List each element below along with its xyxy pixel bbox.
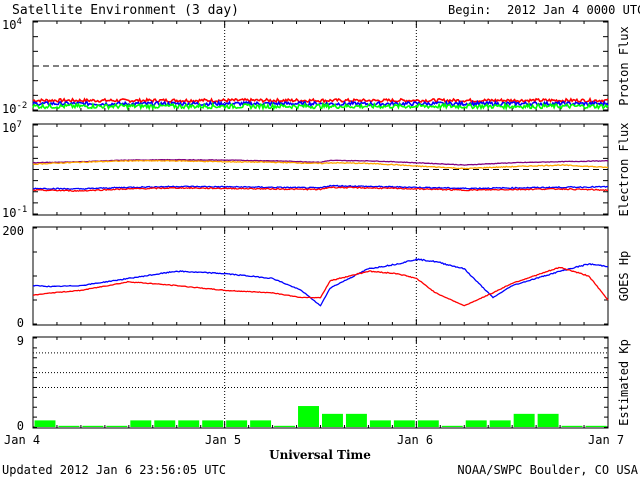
kp-bar	[250, 420, 272, 427]
y-tick-label: 9	[17, 334, 24, 348]
series-line	[32, 158, 609, 166]
kp-bar	[537, 413, 559, 427]
kp-bar	[154, 420, 176, 427]
x-tick-jan-4: Jan 4	[4, 433, 40, 447]
kp-bar	[489, 420, 511, 427]
kp-bar	[369, 420, 391, 427]
kp-bar	[441, 425, 463, 427]
figure-title: Satellite Environment (3 day)	[12, 3, 239, 18]
kp-bar	[585, 425, 607, 427]
kp-bar	[465, 420, 487, 427]
kp-bar	[345, 413, 367, 427]
kp-bar	[274, 425, 296, 427]
kp-bar	[226, 420, 248, 427]
begin-value: 2012 Jan 4 0000 UTC	[507, 3, 640, 17]
y-tick-label: 0	[17, 316, 24, 330]
series-line	[32, 99, 609, 108]
y-tick-label: 10-2	[2, 101, 27, 116]
y-axis-label: GOES Hp	[617, 251, 631, 302]
series-line	[32, 266, 609, 307]
goes-hp-panel: 200 0 GOES Hp	[2, 224, 631, 330]
updated-timestamp: Updated 2012 Jan 6 23:56:05 UTC	[2, 463, 226, 477]
source-credit: NOAA/SWPC Boulder, CO USA	[457, 463, 638, 477]
series-line	[32, 186, 608, 192]
kp-bar	[58, 425, 80, 427]
kp-bar	[322, 413, 343, 427]
kp-bar	[417, 420, 439, 427]
y-axis-label: Proton Flux	[617, 26, 631, 105]
kp-bar	[82, 425, 104, 427]
x-tick-jan-7: Jan 7	[588, 433, 624, 447]
x-axis-label: Universal Time	[269, 448, 371, 462]
panel-frame	[32, 20, 609, 112]
proton-flux-panel: 104 10-2 Proton Flux	[2, 17, 631, 116]
y-tick-label: 107	[2, 120, 22, 135]
kp-bar	[106, 425, 128, 427]
series-line	[32, 184, 609, 191]
series-line	[32, 257, 609, 307]
panel-frame	[32, 123, 609, 216]
series-line	[32, 101, 609, 111]
kp-bar	[393, 420, 415, 427]
x-tick-jan-6: Jan 6	[397, 433, 433, 447]
series-line	[32, 96, 609, 104]
electron-flux-panel: 107 10-1 Electron Flux	[2, 120, 631, 220]
kp-bar	[34, 420, 56, 427]
kp-bar	[561, 425, 583, 427]
y-tick-label: 104	[2, 17, 22, 32]
series-line	[32, 159, 609, 170]
panel-frame	[32, 226, 609, 326]
x-tick-jan-5: Jan 5	[205, 433, 241, 447]
kp-bar	[513, 413, 535, 427]
kp-bar	[130, 420, 152, 427]
y-tick-label: 0	[17, 419, 24, 433]
y-tick-label: 10-1	[2, 205, 27, 220]
y-axis-label: Electron Flux	[617, 123, 631, 217]
begin-label: Begin:	[448, 3, 491, 17]
kp-bar	[178, 420, 200, 427]
y-tick-label: 200	[2, 224, 24, 238]
y-axis-label: Estimated Kp	[617, 339, 631, 426]
kp-bar	[298, 406, 319, 427]
kp-bar	[202, 420, 224, 427]
estimated-kp-panel: 9 0 Estimated Kp	[17, 334, 631, 433]
